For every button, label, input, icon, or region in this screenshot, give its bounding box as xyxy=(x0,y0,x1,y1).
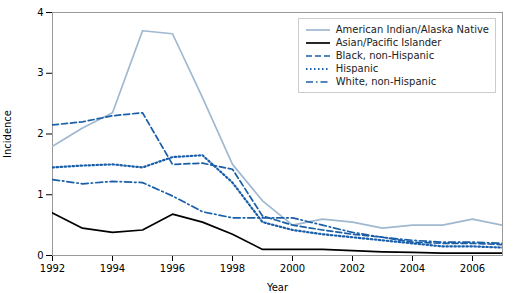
html-text:Black, non-Hispanic: Black, non-Hispanic xyxy=(335,50,435,61)
svg-text:1998: 1998 xyxy=(220,263,245,274)
svg-text:1994: 1994 xyxy=(100,263,125,274)
svg-text:4: 4 xyxy=(37,7,43,18)
svg-text:0: 0 xyxy=(37,250,43,261)
svg-text:Incidence: Incidence xyxy=(2,110,13,158)
svg-text:2006: 2006 xyxy=(460,263,485,274)
svg-text:2004: 2004 xyxy=(400,263,425,274)
html-text:White, non-Hispanic: White, non-Hispanic xyxy=(335,76,437,87)
svg-text:1996: 1996 xyxy=(160,263,185,274)
svg-text:2: 2 xyxy=(37,128,43,139)
svg-text:Year: Year xyxy=(266,282,289,293)
html-text:Hispanic: Hispanic xyxy=(335,63,379,74)
svg-text:1992: 1992 xyxy=(40,263,65,274)
svg-text:3: 3 xyxy=(37,67,43,78)
svg-text:1: 1 xyxy=(37,189,43,200)
html-text:Asian/Pacific Islander: Asian/Pacific Islander xyxy=(335,37,442,48)
svg-text:2002: 2002 xyxy=(340,263,365,274)
svg-text:2000: 2000 xyxy=(280,263,305,274)
html-text:American Indian/Alaska Native: American Indian/Alaska Native xyxy=(335,24,489,35)
